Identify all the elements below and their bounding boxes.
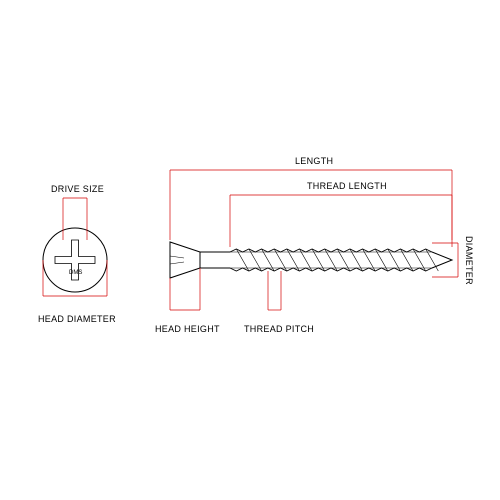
- label-head-height: HEAD HEIGHT: [155, 324, 220, 334]
- label-diameter: DIAMETER: [464, 236, 474, 285]
- label-head-diameter: HEAD DIAMETER: [38, 314, 116, 324]
- label-drive-size: DRIVE SIZE: [51, 184, 104, 194]
- label-thread-length: THREAD LENGTH: [307, 181, 387, 191]
- label-length: LENGTH: [295, 156, 333, 166]
- label-thread-pitch: THREAD PITCH: [244, 324, 314, 334]
- label-dms: DMS: [69, 270, 82, 276]
